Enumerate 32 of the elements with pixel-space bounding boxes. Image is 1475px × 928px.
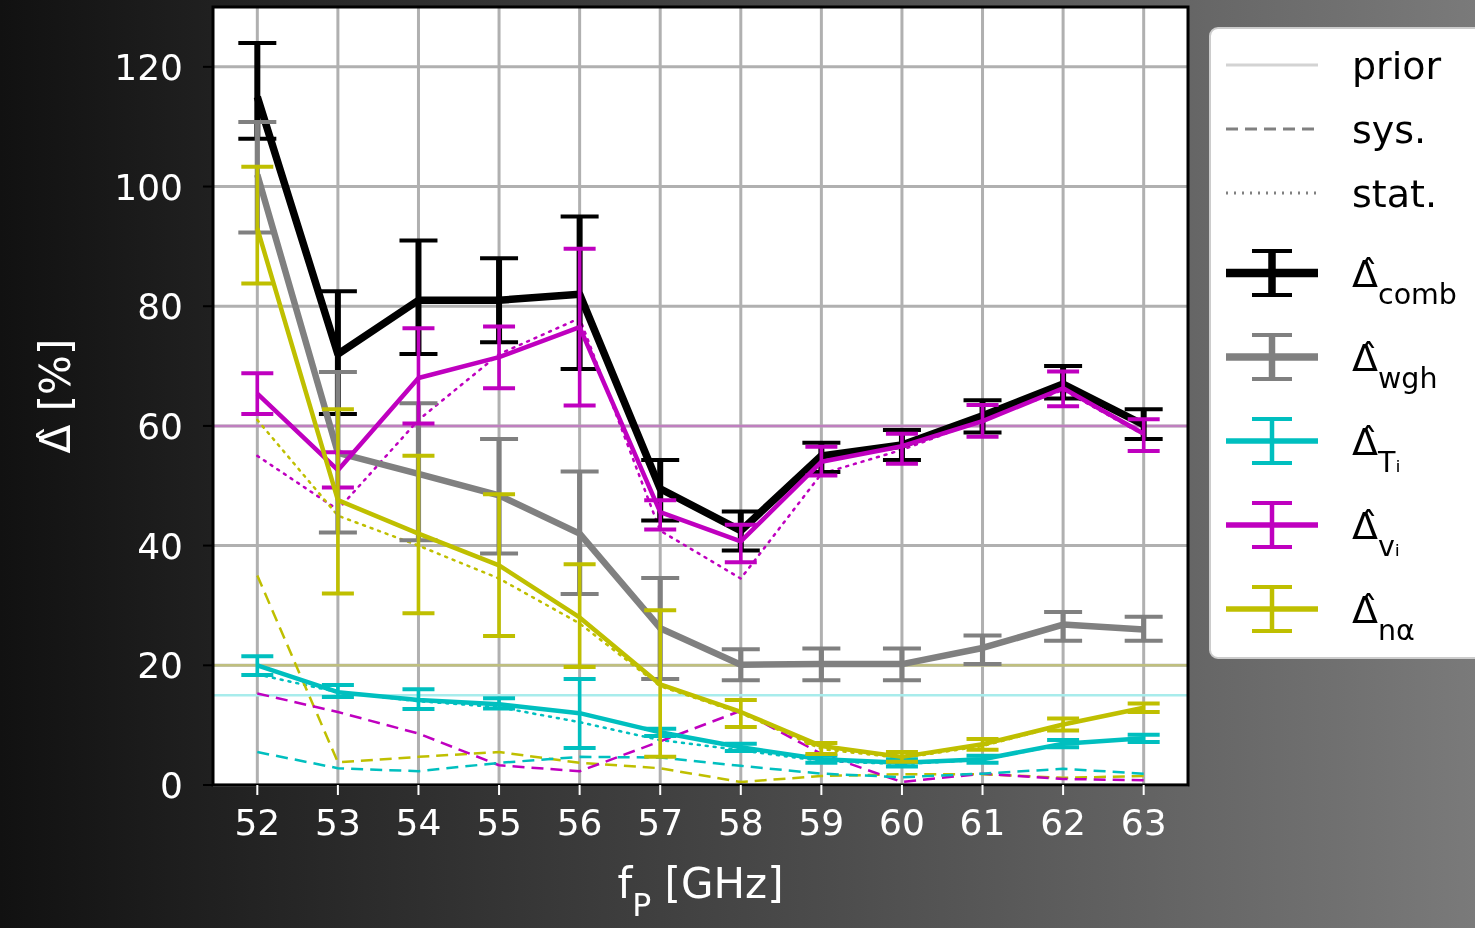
legend-label: stat. [1352,172,1437,216]
legend-label: Δ̂$_{Tᵢ}$ [1352,420,1401,479]
legend-label: sys. [1352,108,1427,152]
legend-label: prior [1352,44,1442,88]
legend-label: Δ̂$_{vᵢ}$ [1352,504,1400,563]
x-tick-label: 56 [556,802,603,843]
x-tick-label: 62 [1040,802,1087,843]
x-tick-label: 53 [314,802,361,843]
line-series [256,750,1145,779]
legend-label: Δ̂$_{wgh}$ [1352,336,1438,395]
y-tick-label: 40 [137,525,183,567]
x-tick-label: 55 [476,802,522,843]
y-tick-label: 120 [114,46,183,88]
x-axis-title: f$_{P}$ [GHz] [617,859,784,923]
x-tick-label: 61 [959,802,1006,843]
x-tick-label: 57 [637,802,684,843]
y-tick-label: 80 [137,286,183,328]
y-tick-label: 20 [137,645,183,687]
y-axis-title: Δ̂ [%] [31,338,80,454]
line-series [256,692,1145,784]
legend-label: Δ̂$_{comb}$ [1352,252,1457,311]
x-tick-label: 60 [879,802,925,843]
y-tick-label: 60 [137,405,183,447]
x-tick-label: 58 [717,802,764,843]
line-series [256,574,1145,784]
x-tick-label: 52 [234,802,281,843]
x-tick-label: 54 [395,802,442,843]
y-tick-label: 100 [114,166,183,208]
legend-label: Δ̂$_{nα}$ [1352,588,1415,647]
y-tick-label: 0 [160,765,183,806]
x-tick-label: 59 [798,802,845,843]
x-tick-label: 63 [1120,802,1167,843]
